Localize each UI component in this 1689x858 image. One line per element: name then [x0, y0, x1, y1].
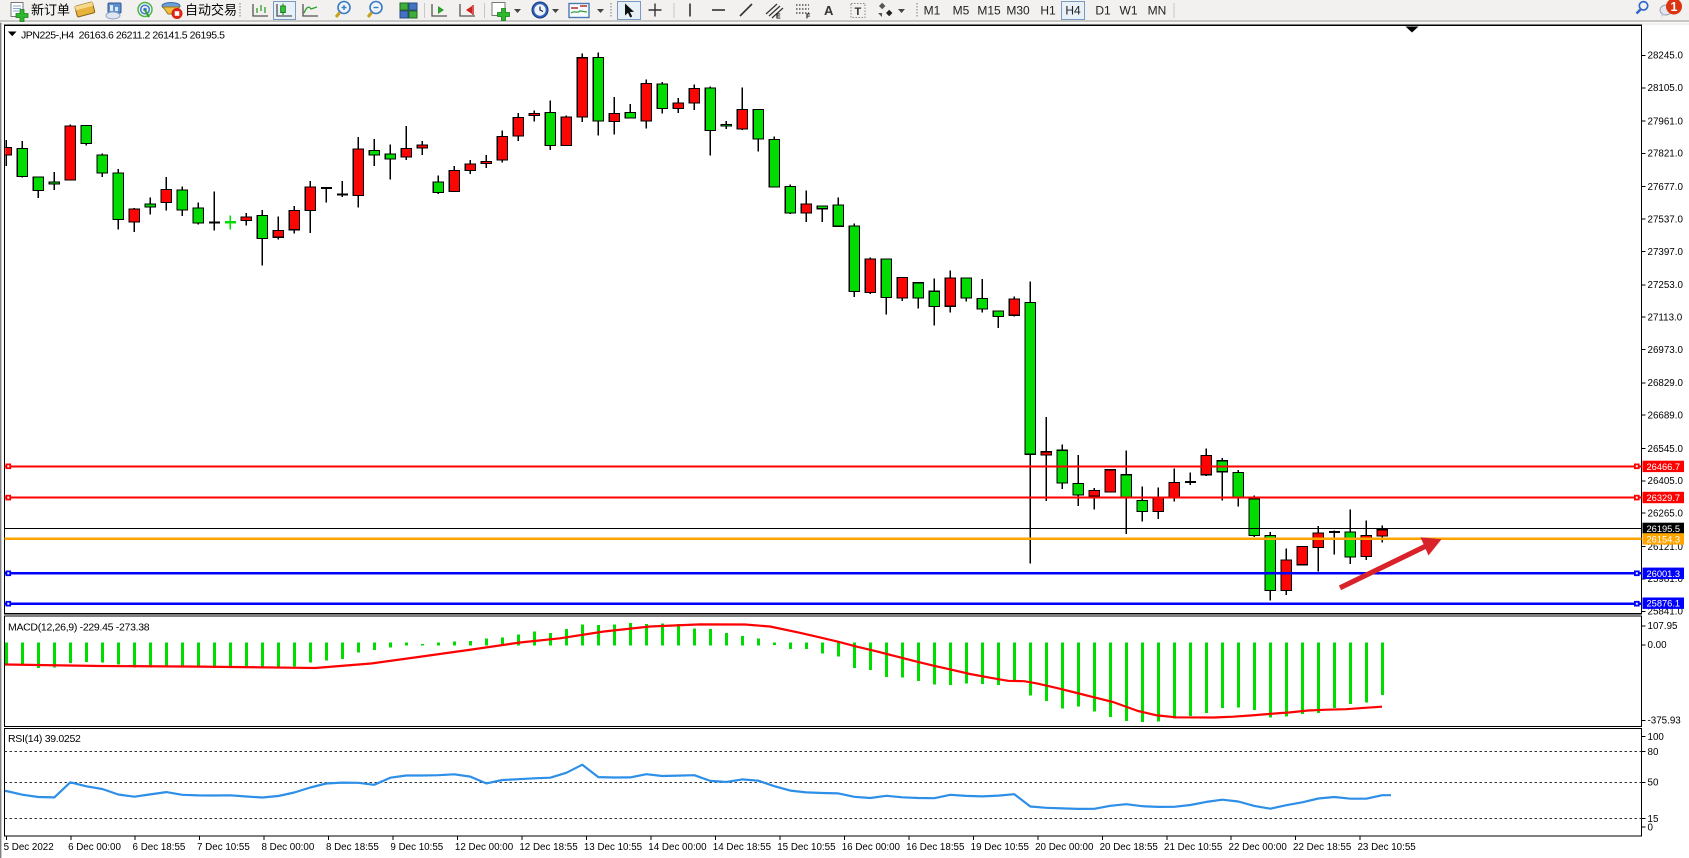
svg-text:100: 100: [1648, 732, 1665, 743]
svg-text:7 Dec 10:55: 7 Dec 10:55: [197, 842, 250, 853]
svg-text:14 Dec 00:00: 14 Dec 00:00: [648, 842, 707, 853]
svg-text:M15: M15: [977, 4, 1001, 18]
svg-text:5 Dec 2022: 5 Dec 2022: [4, 842, 54, 853]
svg-text:19 Dec 10:55: 19 Dec 10:55: [971, 842, 1030, 853]
svg-text:12 Dec 18:55: 12 Dec 18:55: [519, 842, 578, 853]
svg-text:16 Dec 18:55: 16 Dec 18:55: [906, 842, 965, 853]
svg-text:T: T: [855, 6, 862, 18]
svg-text:自动交易: 自动交易: [185, 3, 237, 18]
svg-text:27113.0: 27113.0: [1648, 312, 1683, 323]
svg-text:27961.0: 27961.0: [1648, 116, 1684, 127]
svg-text:MN: MN: [1148, 4, 1167, 18]
svg-text:23 Dec 10:55: 23 Dec 10:55: [1357, 842, 1416, 853]
svg-text:21 Dec 10:55: 21 Dec 10:55: [1164, 842, 1223, 853]
svg-text:6 Dec 18:55: 6 Dec 18:55: [133, 842, 186, 853]
svg-text:26545.0: 26545.0: [1648, 444, 1684, 455]
svg-text:W1: W1: [1120, 4, 1138, 18]
svg-text:H4: H4: [1065, 4, 1081, 18]
svg-text:26689.0: 26689.0: [1648, 411, 1684, 422]
svg-text:27821.0: 27821.0: [1648, 149, 1684, 160]
svg-text:A: A: [824, 3, 834, 18]
svg-text:28105.0: 28105.0: [1648, 83, 1684, 94]
svg-text:20 Dec 18:55: 20 Dec 18:55: [1100, 842, 1159, 853]
svg-text:26329.7: 26329.7: [1647, 493, 1681, 503]
svg-text:28245.0: 28245.0: [1648, 51, 1684, 62]
svg-text:50: 50: [1648, 778, 1659, 789]
svg-text:8 Dec 00:00: 8 Dec 00:00: [261, 842, 314, 853]
svg-text:12 Dec 00:00: 12 Dec 00:00: [455, 842, 514, 853]
svg-text:8 Dec 18:55: 8 Dec 18:55: [326, 842, 379, 853]
svg-text:E: E: [776, 14, 781, 21]
svg-text:22 Dec 18:55: 22 Dec 18:55: [1293, 842, 1352, 853]
svg-text:26829.0: 26829.0: [1648, 378, 1684, 389]
svg-text:RSI(14) 39.0252: RSI(14) 39.0252: [8, 733, 81, 745]
svg-text:-375.93: -375.93: [1648, 716, 1682, 727]
svg-text:0: 0: [1648, 822, 1654, 833]
svg-text:13 Dec 10:55: 13 Dec 10:55: [584, 842, 643, 853]
svg-text:27397.0: 27397.0: [1648, 247, 1684, 258]
svg-text:25876.1: 25876.1: [1647, 599, 1681, 609]
svg-text:26466.7: 26466.7: [1647, 462, 1681, 472]
svg-text:H1: H1: [1040, 4, 1056, 18]
svg-text:80: 80: [1648, 747, 1659, 758]
svg-text:27537.0: 27537.0: [1648, 214, 1684, 225]
svg-text:26154.3: 26154.3: [1647, 534, 1681, 544]
svg-text:26121.0: 26121.0: [1648, 542, 1684, 553]
svg-text:26265.0: 26265.0: [1648, 509, 1684, 520]
svg-text:25981.0: 25981.0: [1648, 574, 1684, 585]
svg-text:新订单: 新订单: [31, 3, 70, 18]
svg-text:JPN225-,H4 26163.6 26211.2 26: JPN225-,H4 26163.6 26211.2 26141.5 26195…: [21, 29, 225, 41]
svg-text:0.00: 0.00: [1648, 640, 1668, 651]
svg-text:6 Dec 00:00: 6 Dec 00:00: [68, 842, 121, 853]
svg-text:M1: M1: [924, 4, 941, 18]
svg-text:27253.0: 27253.0: [1648, 280, 1684, 291]
svg-text:25841.0: 25841.0: [1648, 607, 1684, 618]
svg-text:MACD(12,26,9) -229.45 -273.38: MACD(12,26,9) -229.45 -273.38: [8, 622, 150, 634]
svg-text:26195.5: 26195.5: [1647, 524, 1681, 534]
svg-text:15 Dec 10:55: 15 Dec 10:55: [777, 842, 836, 853]
svg-text:16 Dec 00:00: 16 Dec 00:00: [842, 842, 901, 853]
svg-text:9 Dec 10:55: 9 Dec 10:55: [390, 842, 443, 853]
svg-text:15: 15: [1648, 814, 1659, 825]
svg-text:1: 1: [1671, 0, 1678, 14]
svg-text:22 Dec 00:00: 22 Dec 00:00: [1229, 842, 1288, 853]
svg-text:M5: M5: [953, 4, 970, 18]
svg-text:M30: M30: [1006, 4, 1030, 18]
svg-text:F: F: [806, 14, 811, 21]
svg-text:26405.0: 26405.0: [1648, 476, 1684, 487]
svg-text:26001.3: 26001.3: [1647, 569, 1681, 579]
svg-text:D1: D1: [1095, 4, 1111, 18]
svg-text:20 Dec 00:00: 20 Dec 00:00: [1035, 842, 1094, 853]
svg-text:27677.0: 27677.0: [1648, 182, 1684, 193]
svg-text:14 Dec 18:55: 14 Dec 18:55: [713, 842, 772, 853]
svg-text:26973.0: 26973.0: [1648, 345, 1684, 356]
svg-text:107.95: 107.95: [1648, 621, 1679, 632]
